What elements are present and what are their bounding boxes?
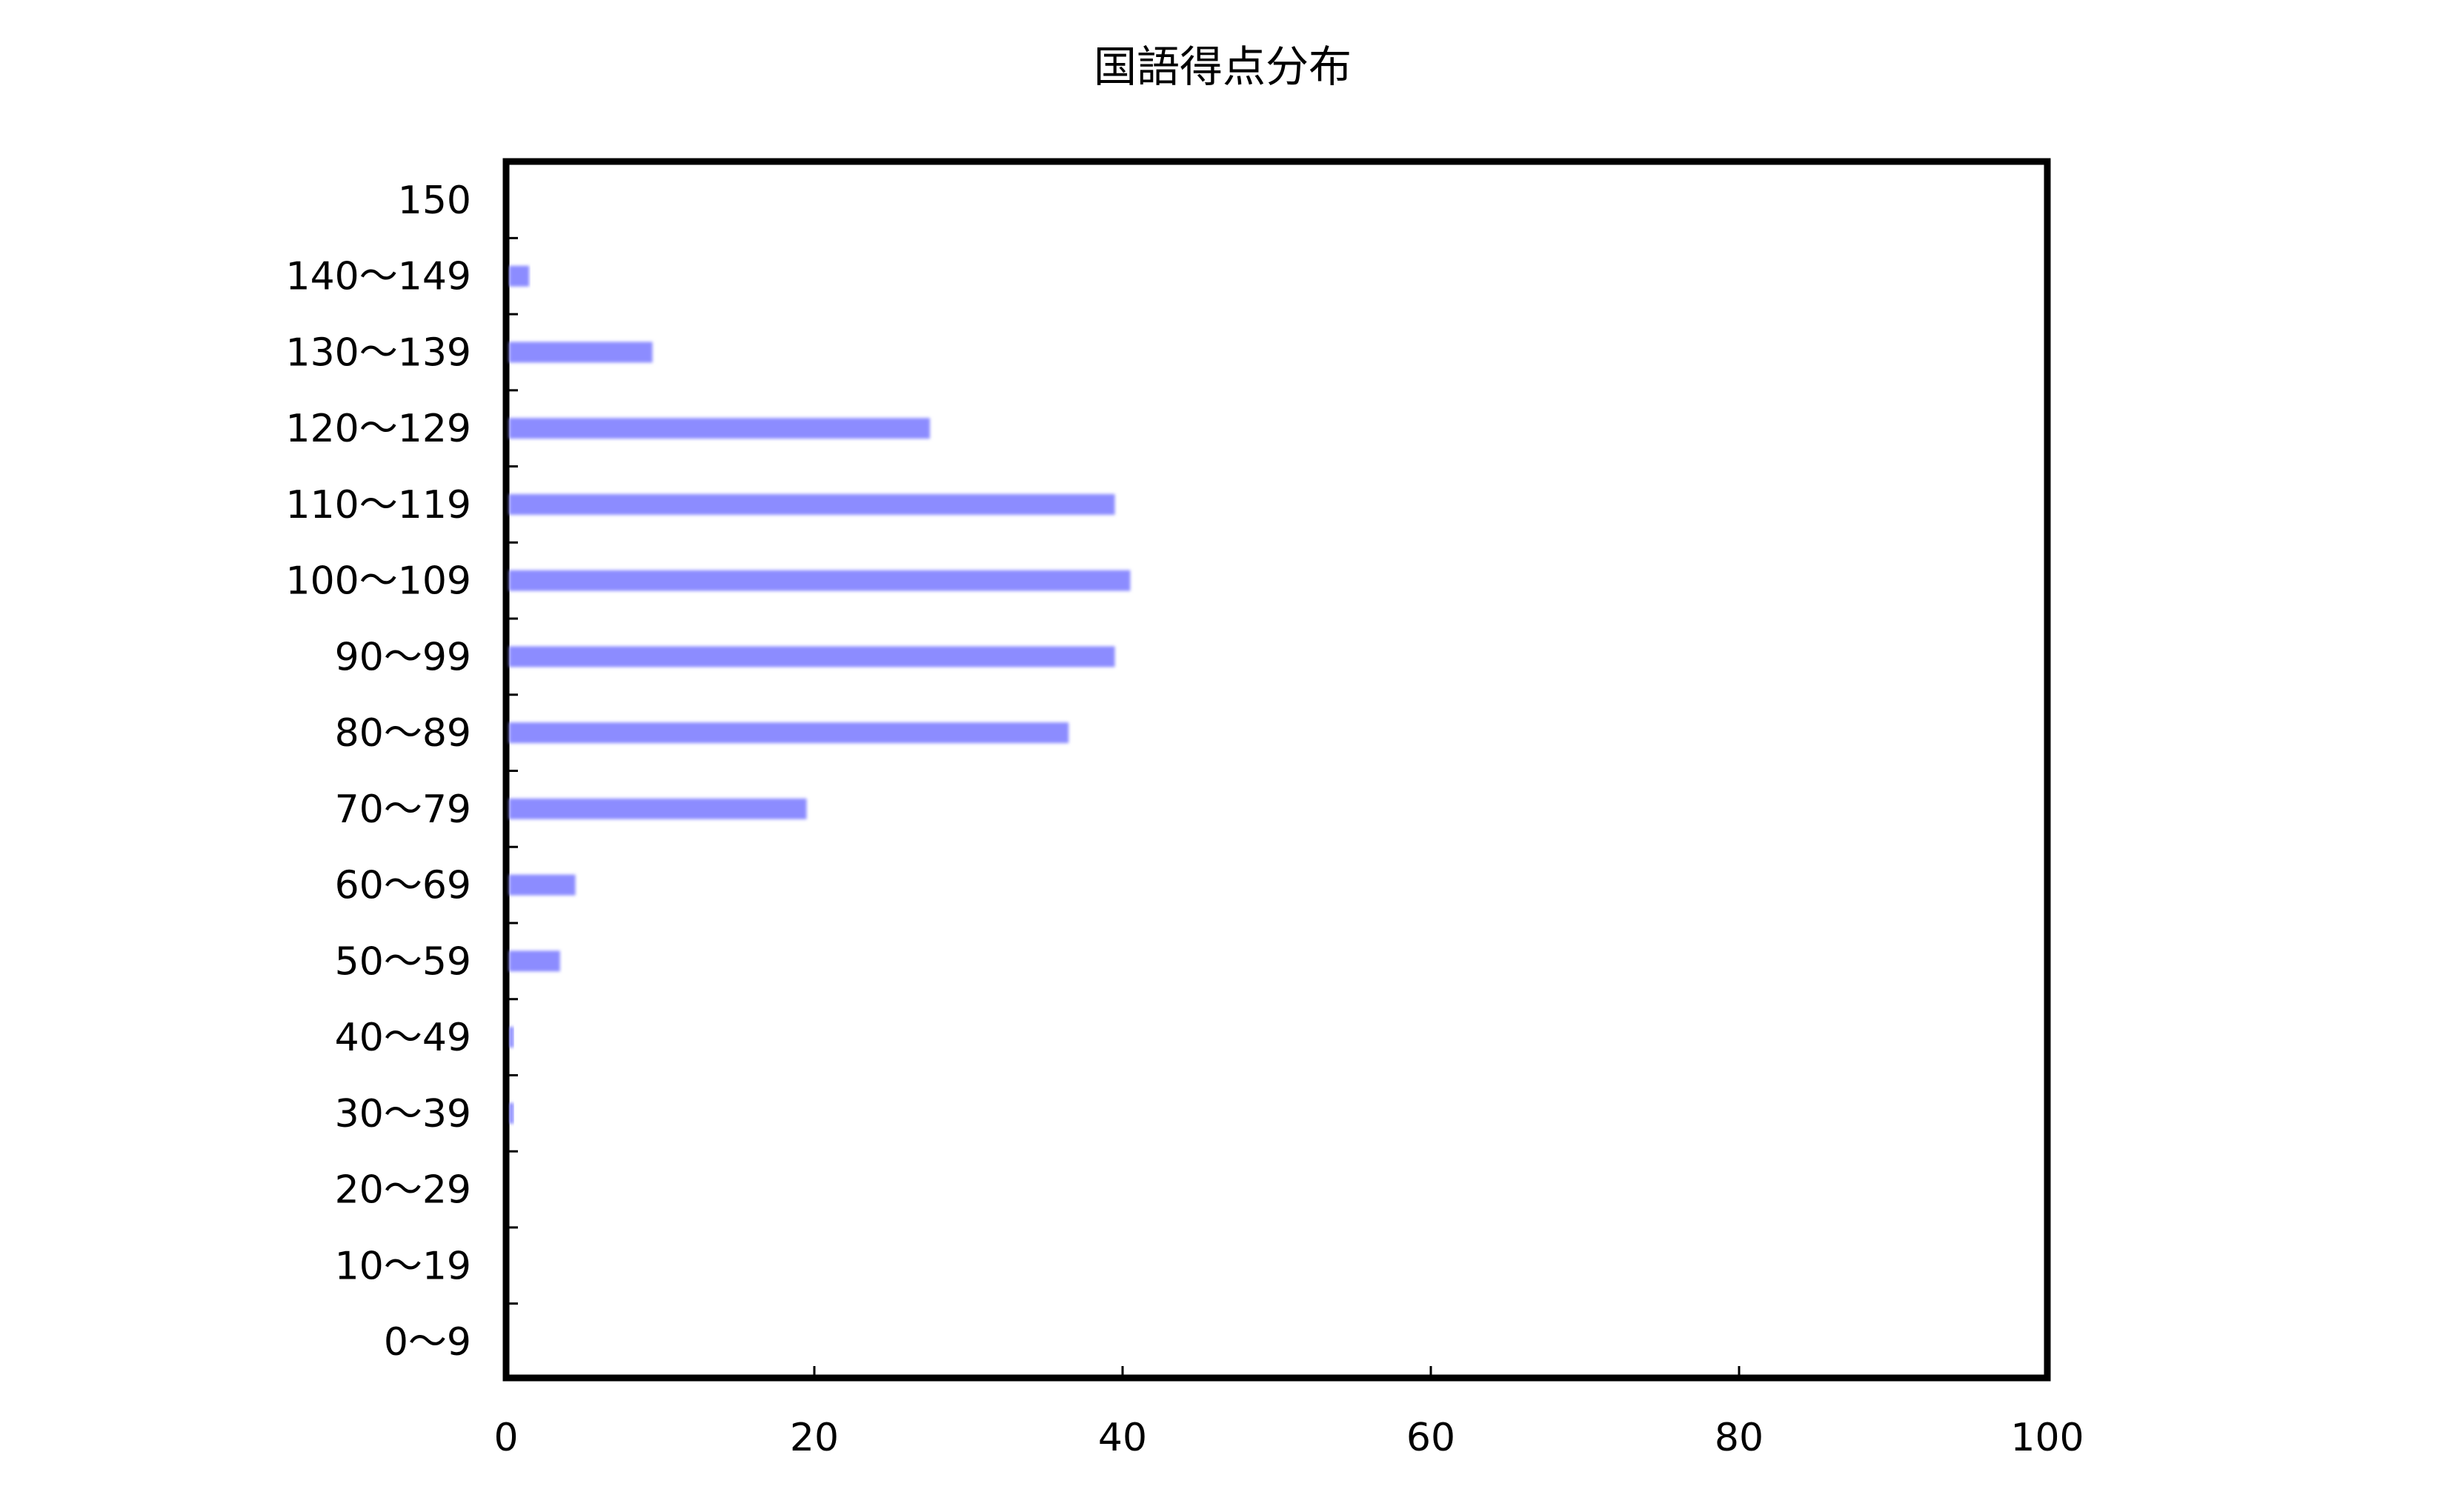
y-tick-label: 80〜89: [335, 711, 471, 756]
y-tick-label: 10〜19: [335, 1244, 471, 1288]
x-tick-label: 40: [1098, 1416, 1147, 1460]
bar: [509, 493, 1115, 515]
x-tick-label: 80: [1715, 1416, 1764, 1460]
y-axis-ticks: 0〜9 10〜19 20〜29 30〜39 40〜49 50〜59 60〜69 70〜79 80…: [285, 179, 518, 1365]
y-tick-label: 100〜109: [285, 559, 471, 604]
bar: [509, 1102, 514, 1124]
bar: [509, 722, 1069, 744]
x-tick-label: 60: [1406, 1416, 1455, 1460]
y-tick-label: 30〜39: [335, 1092, 471, 1136]
y-tick-label: 130〜139: [285, 330, 471, 375]
chart-title: 国語得点分布: [1094, 41, 1352, 92]
bar: [509, 570, 1131, 591]
bars-group: [509, 265, 1131, 1124]
bar: [509, 418, 930, 439]
y-tick-label: 120〜129: [285, 407, 471, 451]
y-tick-label: 110〜119: [285, 483, 471, 527]
y-tick-label: 40〜49: [335, 1016, 471, 1060]
x-tick-label: 100: [2010, 1416, 2084, 1460]
x-tick-label: 20: [790, 1416, 839, 1460]
x-tick-label: 0: [493, 1416, 518, 1460]
y-tick-label: 60〜69: [335, 864, 471, 908]
y-tick-label: 70〜79: [335, 787, 471, 832]
bar: [509, 342, 653, 363]
bar: [509, 874, 576, 896]
plot-area: [502, 158, 2051, 1382]
y-tick-label: 50〜59: [335, 939, 471, 984]
bar: [509, 950, 560, 972]
y-tick-label: 150: [398, 179, 471, 223]
x-axis-ticks: 0 20 40 60 80 100: [493, 1366, 2084, 1460]
y-tick-label: 140〜149: [285, 255, 471, 299]
y-tick-label: 90〜99: [335, 635, 471, 679]
bar: [509, 646, 1115, 667]
bar: [509, 1027, 514, 1048]
bar: [509, 798, 807, 819]
bar: [509, 265, 530, 287]
y-tick-label: 20〜29: [335, 1168, 471, 1213]
y-tick-label: 0〜9: [384, 1320, 471, 1365]
